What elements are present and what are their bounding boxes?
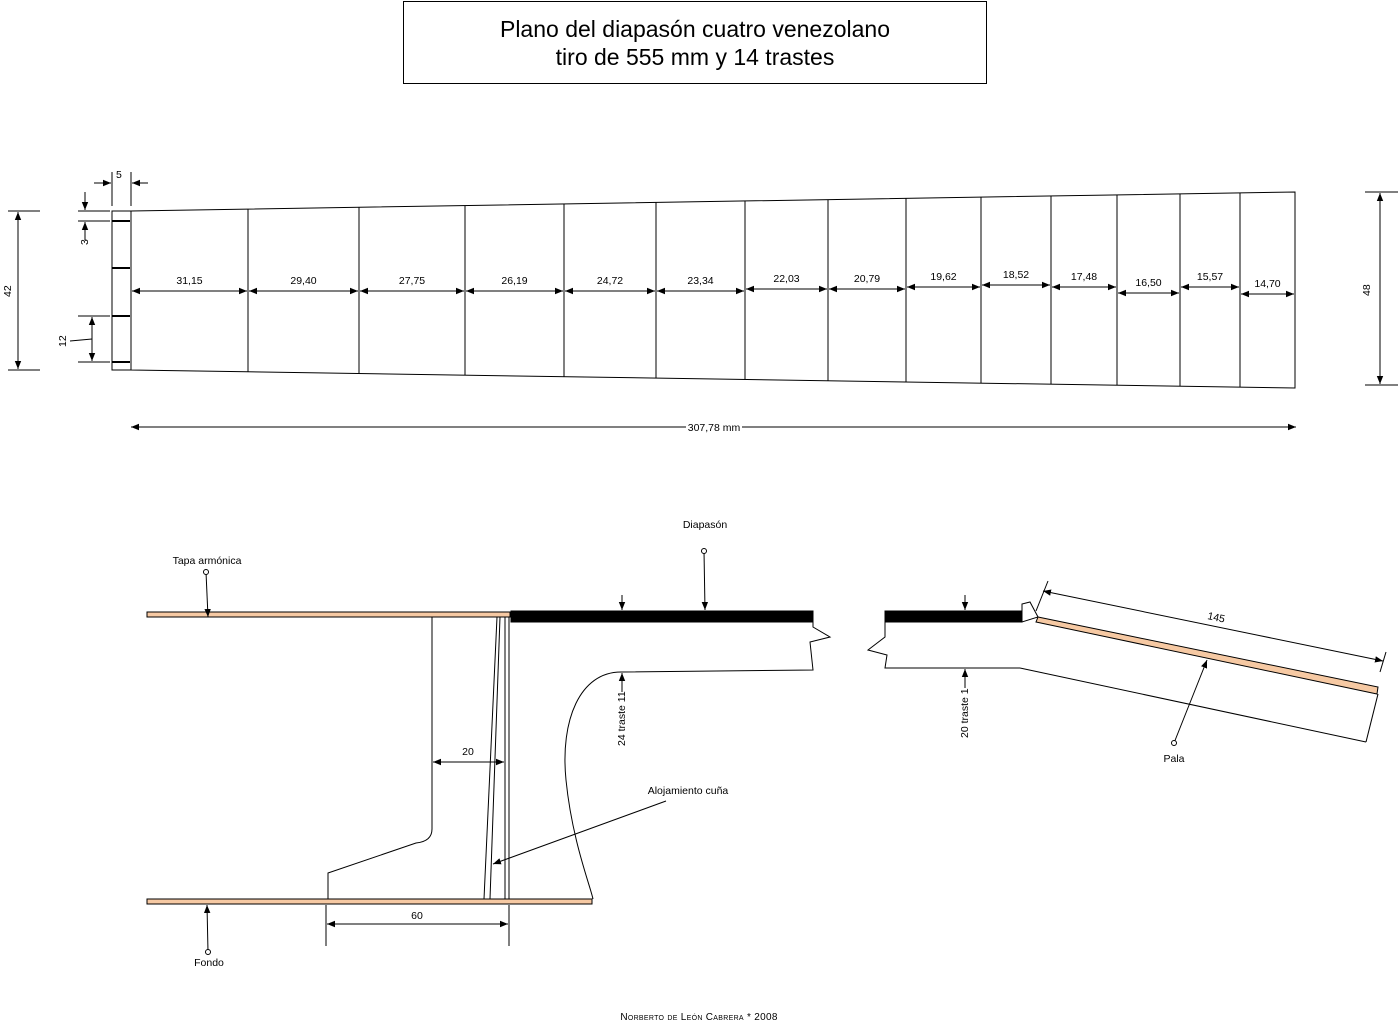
base-width-label: 60 <box>411 910 423 922</box>
block-foot-curve <box>327 828 433 899</box>
block-width-label: 20 <box>462 746 474 758</box>
diapason-leader <box>701 550 709 611</box>
pala-length-arrow <box>1042 589 1384 663</box>
top-view: 31,15 29,40 27,75 26,19 24,72 23,34 22,03 20,79… <box>8 172 1398 431</box>
fret-spacing-label: 22,03 <box>773 273 799 285</box>
fretboard-body-side <box>510 610 814 623</box>
fret-spacing-label: 19,62 <box>930 271 956 283</box>
diapason-label: Diapasón <box>683 519 728 531</box>
traste-body-label: 24 traste 11 <box>616 691 628 746</box>
pala-back <box>1019 667 1367 743</box>
pala-end <box>1365 693 1379 743</box>
top-view-labels: 5 3 12 42 48 307,78 mm <box>2 169 1373 434</box>
tapa-leader <box>204 571 211 618</box>
fondo-plate <box>146 898 593 905</box>
fret-spacing-label: 15,57 <box>1197 271 1223 283</box>
string-spacing-leader <box>69 338 93 342</box>
pala-length-label: 145 <box>1206 610 1226 625</box>
neck-outline-body <box>511 621 832 673</box>
title-line-1: Plano del diapasón cuatro venezolano <box>499 16 890 42</box>
title-line-2: tiro de 555 mm y 14 trastes <box>555 44 835 70</box>
fret-spacing-label: 16,50 <box>1135 277 1161 289</box>
heel-curve <box>564 671 622 900</box>
total-length-label: 307,78 mm <box>688 422 741 434</box>
title-box: Plano del diapasón cuatro venezolano tir… <box>403 1 987 84</box>
neck-outline-head-top <box>866 621 1022 669</box>
fret-spacing-label: 29,40 <box>290 275 316 287</box>
fret-spacing-label: 24,72 <box>597 275 623 287</box>
fretboard-outline <box>130 191 1296 389</box>
fret-spacing-label: 23,34 <box>687 275 713 287</box>
fondo-leader <box>203 904 211 953</box>
tapa-label: Tapa armónica <box>173 555 242 567</box>
side-view-labels: Tapa armónica Fondo Diapasón Alojamiento… <box>173 519 1227 969</box>
wedge-line-2 <box>489 616 501 900</box>
fret-spacing-label: 27,75 <box>399 275 425 287</box>
fret-spacing-dimensions: 31,15 29,40 27,75 26,19 24,72 23,34 22,03 20,79… <box>132 269 1294 298</box>
fretboard-head-side <box>884 610 1023 623</box>
footer-credit: Norberto de León Cabrera * 2008 <box>620 1012 778 1023</box>
pala-length-ext-right <box>1379 651 1387 673</box>
fret-spacing-label: 17,48 <box>1071 271 1097 283</box>
pala-leader <box>1173 659 1208 744</box>
fondo-label: Fondo <box>194 957 224 969</box>
pala-length-ext-left <box>1035 580 1049 612</box>
alojamiento-label: Alojamiento cuña <box>648 785 729 797</box>
width-nut-label: 42 <box>2 285 14 297</box>
nut-small-label: 3 <box>79 239 91 245</box>
string-spacing-label: 12 <box>57 335 69 347</box>
head-nut <box>1021 601 1039 623</box>
alojamiento-leader <box>492 800 667 865</box>
wedge-line-1 <box>483 616 498 900</box>
traste-head-label: 20 traste 1 <box>959 688 971 738</box>
fret-spacing-label: 26,19 <box>501 275 527 287</box>
fret-lines <box>247 192 1241 388</box>
tapa-armonica-plate <box>146 611 511 618</box>
fret-spacing-label: 20,79 <box>854 273 880 285</box>
fret-spacing-label: 18,52 <box>1003 269 1029 281</box>
width-end-label: 48 <box>1361 284 1373 296</box>
fret-spacing-label: 31,15 <box>176 275 202 287</box>
pala-label: Pala <box>1163 753 1184 765</box>
fret-spacing-label: 14,70 <box>1254 278 1280 290</box>
nut-width-label: 5 <box>116 169 122 181</box>
nut-string-slots <box>112 220 130 363</box>
side-view <box>146 548 1387 955</box>
nut <box>111 210 132 371</box>
